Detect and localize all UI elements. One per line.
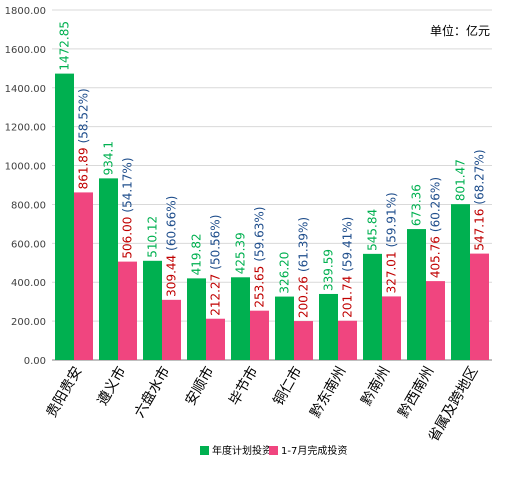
y-tick-label: 600.00 — [11, 239, 46, 250]
bar-done — [206, 318, 225, 360]
legend-label-plan: 年度计划投资 — [212, 444, 272, 457]
data-label-done-pct: (59.91%) — [385, 192, 399, 247]
y-tick-label: 0.00 — [24, 356, 46, 367]
y-tick-label: 1600.00 — [5, 45, 46, 56]
data-label-done-pct: (68.27%) — [473, 149, 487, 204]
bar-plan — [99, 178, 118, 360]
data-label-done-value: 200.26 — [297, 276, 311, 318]
data-label-done-value: 405.76 — [429, 236, 443, 278]
data-label-plan: 673.36 — [410, 184, 424, 226]
y-tick-label: 1400.00 — [5, 84, 46, 95]
data-label-done-pct: (59.63%) — [253, 207, 267, 262]
data-label-done-value: 327.01 — [385, 251, 399, 293]
x-tick-label: 贵阳贵安 — [44, 364, 86, 420]
data-label-done-pct: (58.52%) — [77, 88, 91, 143]
y-tick-label: 1200.00 — [5, 123, 46, 134]
x-tick-label: 毕节市 — [226, 364, 262, 409]
bar-plan — [275, 296, 294, 360]
data-label-done-pct: (54.17%) — [121, 157, 135, 212]
data-label-done: 327.01 (59.91%) — [385, 192, 399, 293]
data-label-done-value: 547.16 — [473, 209, 487, 251]
data-label-plan: 419.82 — [190, 233, 204, 275]
data-label-done: 212.27 (50.56%) — [209, 215, 223, 316]
y-tick-label: 800.00 — [11, 200, 46, 211]
data-label-plan: 339.59 — [322, 249, 336, 291]
data-label-done: 201.74 (59.41%) — [341, 217, 355, 318]
x-tick-label: 安顺市 — [182, 364, 218, 409]
x-tick-label: 遵义市 — [94, 364, 130, 409]
y-tick-label: 1800.00 — [5, 6, 46, 17]
y-tick-label: 200.00 — [11, 317, 46, 328]
bar-plan — [187, 278, 206, 360]
data-label-done-pct: (60.26%) — [429, 177, 443, 232]
data-label-done-value: 201.74 — [341, 276, 355, 318]
bar-plan — [451, 204, 470, 360]
bar-done — [162, 299, 181, 360]
data-label-done: 861.89 (58.52%) — [77, 88, 91, 189]
bar-done — [250, 310, 269, 360]
bar-plan — [319, 293, 338, 360]
data-label-done: 200.26 (61.39%) — [297, 217, 311, 318]
data-label-done-pct: (61.39%) — [297, 217, 311, 272]
bar-done — [426, 281, 445, 360]
bar-plan — [143, 260, 162, 360]
data-label-done-pct: (60.66%) — [165, 196, 179, 251]
x-tick-label: 黔西南州 — [396, 364, 438, 420]
bar-done — [338, 320, 357, 360]
data-label-done-value: 253.65 — [253, 266, 267, 308]
data-label-plan: 545.84 — [366, 209, 380, 251]
bar-done — [74, 192, 93, 360]
data-label-plan: 934.1 — [102, 141, 116, 175]
bar-done — [470, 253, 489, 360]
legend-swatch-done — [269, 446, 278, 455]
data-label-plan: 1472.85 — [58, 21, 72, 71]
x-tick-label: 铜仁市 — [270, 364, 306, 409]
data-label-done: 309.44 (60.66%) — [165, 196, 179, 297]
data-label-done-value: 309.44 — [165, 255, 179, 297]
data-label-plan: 425.39 — [234, 232, 248, 274]
y-tick-label: 1000.00 — [5, 162, 46, 173]
x-tick-label: 黔东南州 — [308, 364, 350, 420]
x-tick-label: 黔南州 — [359, 364, 394, 408]
data-label-done-value: 861.89 — [77, 147, 91, 189]
y-tick-label: 400.00 — [11, 278, 46, 289]
data-label-done-value: 506.00 — [121, 217, 135, 259]
legend-label-done: 1-7月完成投资 — [281, 444, 347, 457]
data-label-plan: 326.20 — [278, 252, 292, 294]
data-label-done: 506.00 (54.17%) — [121, 157, 135, 258]
bar-plan — [407, 229, 426, 360]
bar-done — [294, 321, 313, 360]
data-label-done-value: 212.27 — [209, 274, 223, 316]
data-label-done: 405.76 (60.26%) — [429, 177, 443, 278]
data-label-plan: 801.47 — [454, 159, 468, 201]
unit-note: 单位：亿元 — [430, 24, 491, 38]
data-label-done-pct: (59.41%) — [341, 217, 355, 272]
data-label-done: 547.16 (68.27%) — [473, 149, 487, 250]
data-label-done: 253.65 (59.63%) — [253, 207, 267, 308]
bar-done — [118, 261, 137, 360]
bar-plan — [231, 277, 250, 360]
data-label-done-pct: (50.56%) — [209, 215, 223, 270]
data-label-plan: 510.12 — [146, 216, 160, 258]
bar-plan — [55, 73, 74, 361]
bar-done — [382, 296, 401, 360]
legend-swatch-plan — [200, 446, 209, 455]
x-tick-label: 六盘水市 — [131, 364, 174, 421]
bar-plan — [363, 253, 382, 360]
